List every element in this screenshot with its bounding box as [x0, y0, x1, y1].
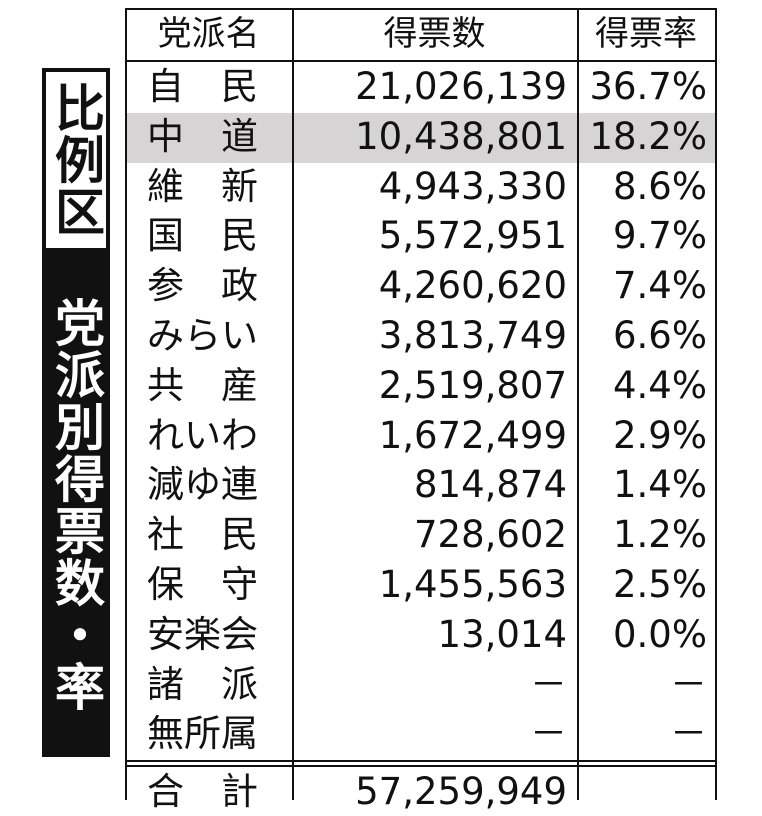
- party-name: 無所属: [147, 712, 258, 756]
- party-name: 中 道: [147, 114, 258, 158]
- vote-count: 814,874: [413, 463, 567, 507]
- party-name: 減ゆ連: [147, 463, 258, 507]
- rule: [125, 8, 717, 10]
- vote-rate: 1.2%: [613, 513, 707, 557]
- topic-label: 党派別得票数・率: [42, 252, 110, 757]
- vote-count: 4,943,330: [378, 164, 567, 208]
- vote-count: 2,519,807: [378, 363, 567, 407]
- vote-rate: 18.2%: [589, 114, 707, 158]
- rule: [125, 765, 717, 768]
- total-label: 合 計: [147, 770, 258, 814]
- vote-rate: －: [670, 712, 707, 756]
- rule: [292, 8, 294, 800]
- vote-count: －: [530, 712, 567, 756]
- header-cell: 党派名: [157, 14, 260, 54]
- header-cell: 得票率: [595, 14, 697, 54]
- vote-rate: 8.6%: [613, 164, 707, 208]
- vote-count: 10,438,801: [355, 114, 567, 158]
- vote-count: 1,672,499: [378, 413, 567, 457]
- row-highlight: [127, 112, 715, 163]
- vote-count: 3,813,749: [378, 314, 567, 357]
- rule: [577, 8, 579, 800]
- rule: [125, 60, 717, 62]
- party-name: みらい: [147, 314, 258, 357]
- vote-rate: 2.5%: [613, 563, 707, 606]
- vote-rate: 9.7%: [613, 214, 707, 258]
- header-cell: 得票数: [383, 14, 486, 54]
- party-name: 維 新: [147, 164, 258, 208]
- rule: [125, 8, 127, 800]
- rule: [125, 760, 717, 763]
- vote-count: 4,260,620: [378, 264, 567, 308]
- party-name: 保 守: [147, 563, 258, 606]
- party-name: 参 政: [147, 264, 258, 308]
- vote-count: 1,455,563: [378, 563, 567, 606]
- vote-count: 728,602: [413, 513, 567, 557]
- vote-rate: 4.4%: [613, 363, 707, 407]
- party-name: 社 民: [147, 513, 258, 557]
- vote-count: 21,026,139: [355, 65, 567, 108]
- vote-rate: 1.4%: [613, 463, 707, 507]
- vote-count: －: [530, 662, 567, 706]
- vote-count: 5,572,951: [378, 214, 567, 258]
- total-votes: 57,259,949: [355, 770, 567, 814]
- region-label: 比例区: [42, 68, 110, 252]
- rule: [715, 8, 717, 800]
- vote-rate: 36.7%: [589, 65, 707, 108]
- vote-count: 13,014: [437, 612, 567, 656]
- vote-rate: 7.4%: [613, 264, 707, 308]
- party-name: 諸 派: [147, 662, 258, 706]
- vote-rate: 2.9%: [613, 413, 707, 457]
- party-name: れいわ: [147, 413, 258, 457]
- vote-rate: －: [670, 662, 707, 706]
- party-name: 国 民: [147, 214, 258, 258]
- vote-rate: 0.0%: [613, 612, 707, 656]
- party-name: 共 産: [147, 363, 258, 407]
- vote-rate: 6.6%: [613, 314, 707, 357]
- party-name: 安楽会: [147, 612, 258, 656]
- party-name: 自 民: [147, 65, 258, 108]
